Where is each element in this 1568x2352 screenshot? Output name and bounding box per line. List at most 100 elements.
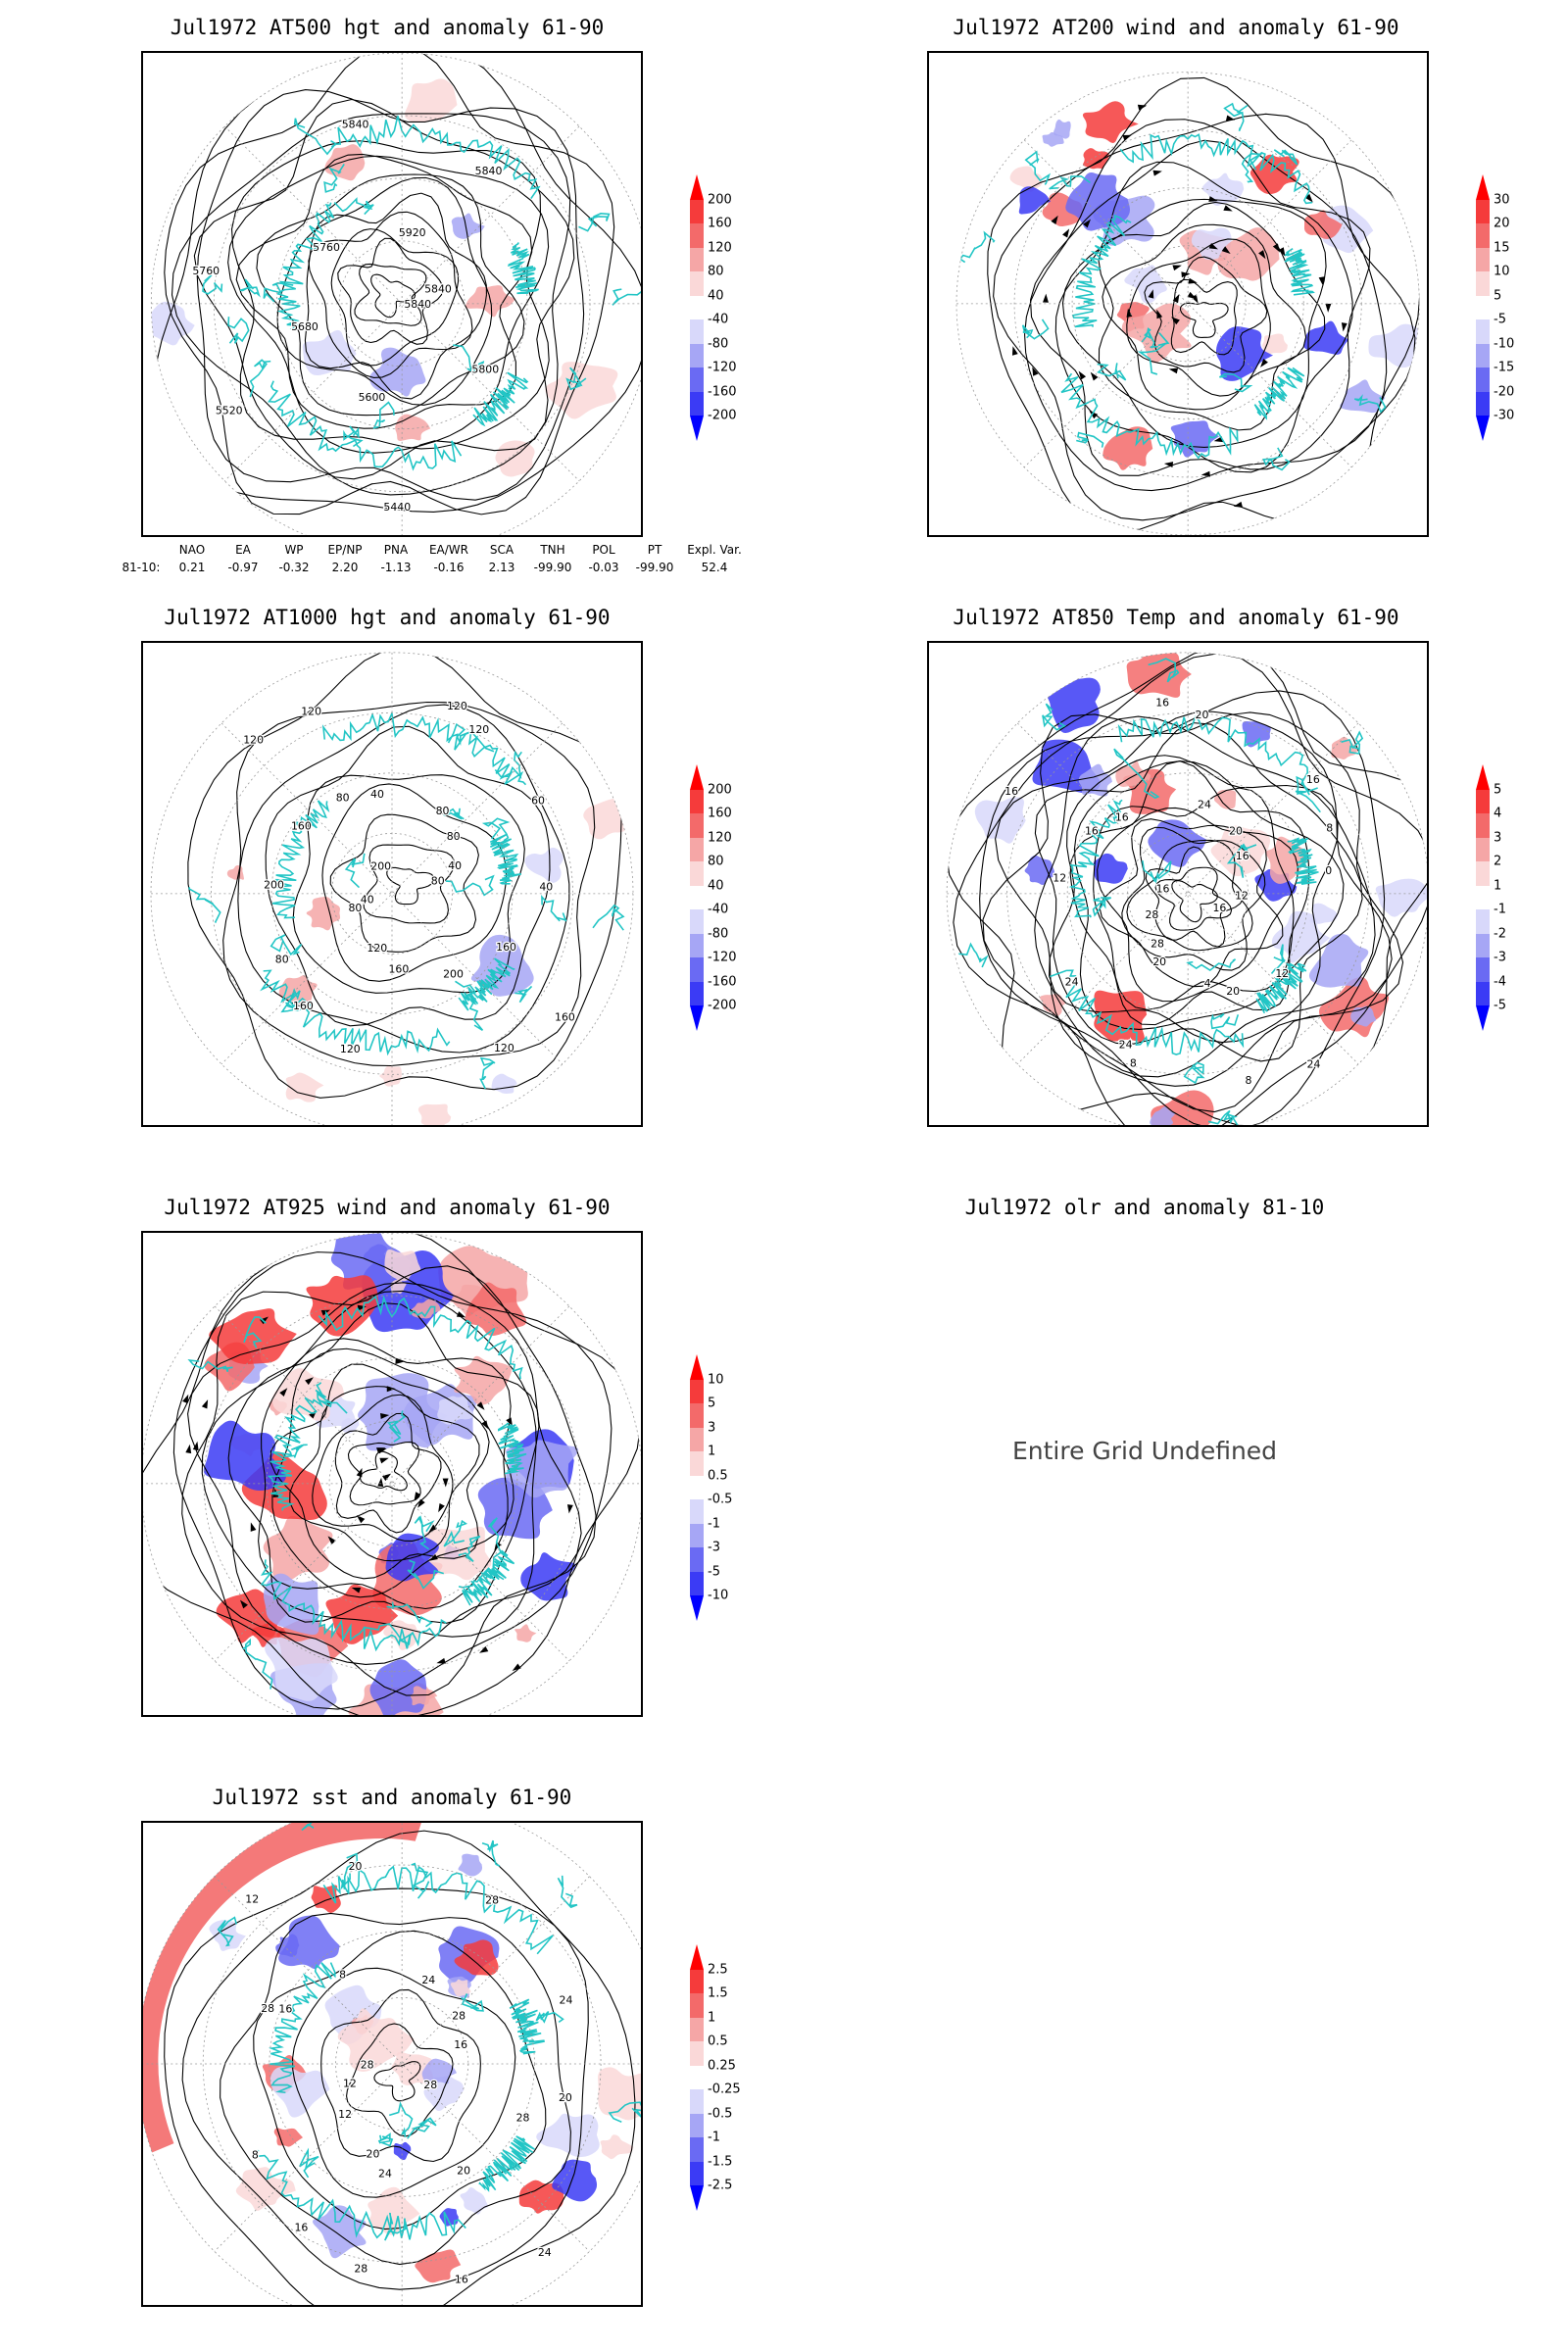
- contour-label: 28: [516, 2112, 530, 2125]
- coastline: [541, 895, 567, 922]
- coastline: [1042, 703, 1066, 731]
- negative-anomaly-region: [203, 1420, 286, 1491]
- index-value: 52.4: [701, 561, 728, 574]
- coastline: [1097, 363, 1127, 381]
- colorbar-tick-label: 10: [708, 1372, 724, 1388]
- coastline: [1223, 102, 1249, 131]
- colorbar-segment: [1476, 200, 1490, 224]
- coastline: [1241, 153, 1263, 183]
- coastline: [1210, 1012, 1240, 1030]
- colorbar-min-arrow: [690, 416, 704, 441]
- colorbar-segment: [1476, 837, 1490, 862]
- positive-anomaly-region: [450, 1979, 471, 1997]
- contour-label: 5840: [342, 119, 369, 131]
- contour-label: 16: [278, 2003, 292, 2016]
- negative-anomaly-region: [270, 2066, 330, 2118]
- flow-arrow: [1172, 293, 1180, 304]
- contour-label: 200: [370, 860, 391, 873]
- positive-anomaly-region: [1082, 101, 1139, 144]
- coastline: [239, 278, 261, 298]
- contour-line: [370, 273, 416, 318]
- colorbar-min-arrow: [690, 1005, 704, 1031]
- coastline: [481, 817, 511, 842]
- colorbar-segment: [1476, 295, 1490, 320]
- colorbar-segment: [690, 2041, 704, 2066]
- colorbar-segment: [690, 790, 704, 814]
- colorbar-segment: [690, 2161, 704, 2185]
- panel-title-at925: Jul1972 AT925 wind and anomaly 61-90: [164, 1196, 611, 1219]
- latitude-circle: [269, 1931, 535, 2197]
- positive-anomaly-region: [209, 1308, 297, 1365]
- coastline: [1092, 897, 1111, 917]
- coastline: [407, 2117, 437, 2139]
- colorbar-tick-label: -5: [1494, 312, 1506, 327]
- negative-anomaly-region: [1065, 172, 1131, 231]
- coastline: [255, 2149, 466, 2240]
- colorbar-segment: [690, 909, 704, 934]
- streamline: [312, 1394, 454, 1542]
- longitude-line: [223, 125, 580, 482]
- coastline: [1113, 748, 1160, 800]
- coastline: [455, 980, 484, 1031]
- coastline: [1060, 372, 1239, 460]
- index-header: Expl. Var.: [687, 543, 742, 557]
- coastline: [1021, 318, 1050, 340]
- streamline: [1061, 198, 1327, 448]
- contour-label: 24: [560, 1993, 573, 2006]
- coastline: [384, 2212, 407, 2241]
- negative-anomaly-region: [552, 2159, 598, 2202]
- contour-line: [373, 2061, 421, 2102]
- positive-anomaly-region: [226, 865, 244, 880]
- latitude-circle: [1066, 772, 1309, 1015]
- contour-label: 24: [538, 2246, 552, 2259]
- contour-line: [947, 652, 1427, 1125]
- coastline: [318, 1295, 523, 1380]
- coastline: [494, 750, 522, 779]
- flow-arrow: [512, 1663, 521, 1671]
- colorbar-tick-label: -80: [708, 336, 729, 352]
- contour-label: 28: [361, 2059, 374, 2072]
- coastline: [1119, 133, 1313, 205]
- coastline: [557, 1875, 578, 1909]
- colorbar-segment: [690, 1403, 704, 1428]
- positive-anomaly-region: [384, 1250, 421, 1282]
- coastline: [1071, 214, 1132, 328]
- contour-label: 24: [421, 1974, 435, 1986]
- colorbar-segment: [690, 295, 704, 320]
- longitude-line: [1023, 139, 1352, 468]
- colorbar-segment: [1476, 343, 1490, 368]
- flow-arrow: [456, 1311, 466, 1318]
- flow-arrow: [438, 1502, 445, 1513]
- contour-line: [171, 113, 571, 496]
- coastline: [1284, 248, 1315, 296]
- colorbar-segment: [690, 837, 704, 862]
- coastline: [275, 1823, 315, 1832]
- colorbar-segment: [690, 2113, 704, 2138]
- colorbar-tick-label: -4: [1494, 974, 1506, 990]
- contour-label: 20: [1229, 824, 1243, 837]
- contour-label: 80: [275, 954, 289, 966]
- flow-arrow: [1200, 470, 1210, 477]
- coastline: [270, 934, 303, 956]
- colorbar-tick-label: 120: [708, 830, 732, 846]
- colorbar-segment: [690, 1380, 704, 1404]
- colorbar-segment: [690, 1451, 704, 1476]
- colorbar-tick-label: 30: [1494, 192, 1510, 208]
- contour-label: 160: [496, 941, 516, 954]
- colorbar-tick-label: 1: [1494, 878, 1502, 894]
- flow-arrow: [1148, 289, 1154, 299]
- flow-arrow: [1083, 219, 1091, 228]
- coastline: [1255, 962, 1307, 1014]
- contour-line: [196, 89, 585, 501]
- colorbar-segment: [1476, 247, 1490, 272]
- contour-line: [386, 866, 435, 906]
- flow-arrow: [356, 1515, 366, 1524]
- colorbar-at925: 10 5 3 1 0.5 -0.5 -1 -3 -5 -10: [690, 1354, 732, 1621]
- positive-anomaly-region: [325, 1584, 399, 1644]
- colorbar-tick-label: 10: [1494, 264, 1510, 279]
- contour-label: 5800: [471, 363, 499, 375]
- coastline: [344, 853, 366, 889]
- contour-line: [330, 228, 460, 367]
- negative-anomaly-region: [1375, 878, 1427, 917]
- colorbar-tick-label: -160: [708, 384, 737, 400]
